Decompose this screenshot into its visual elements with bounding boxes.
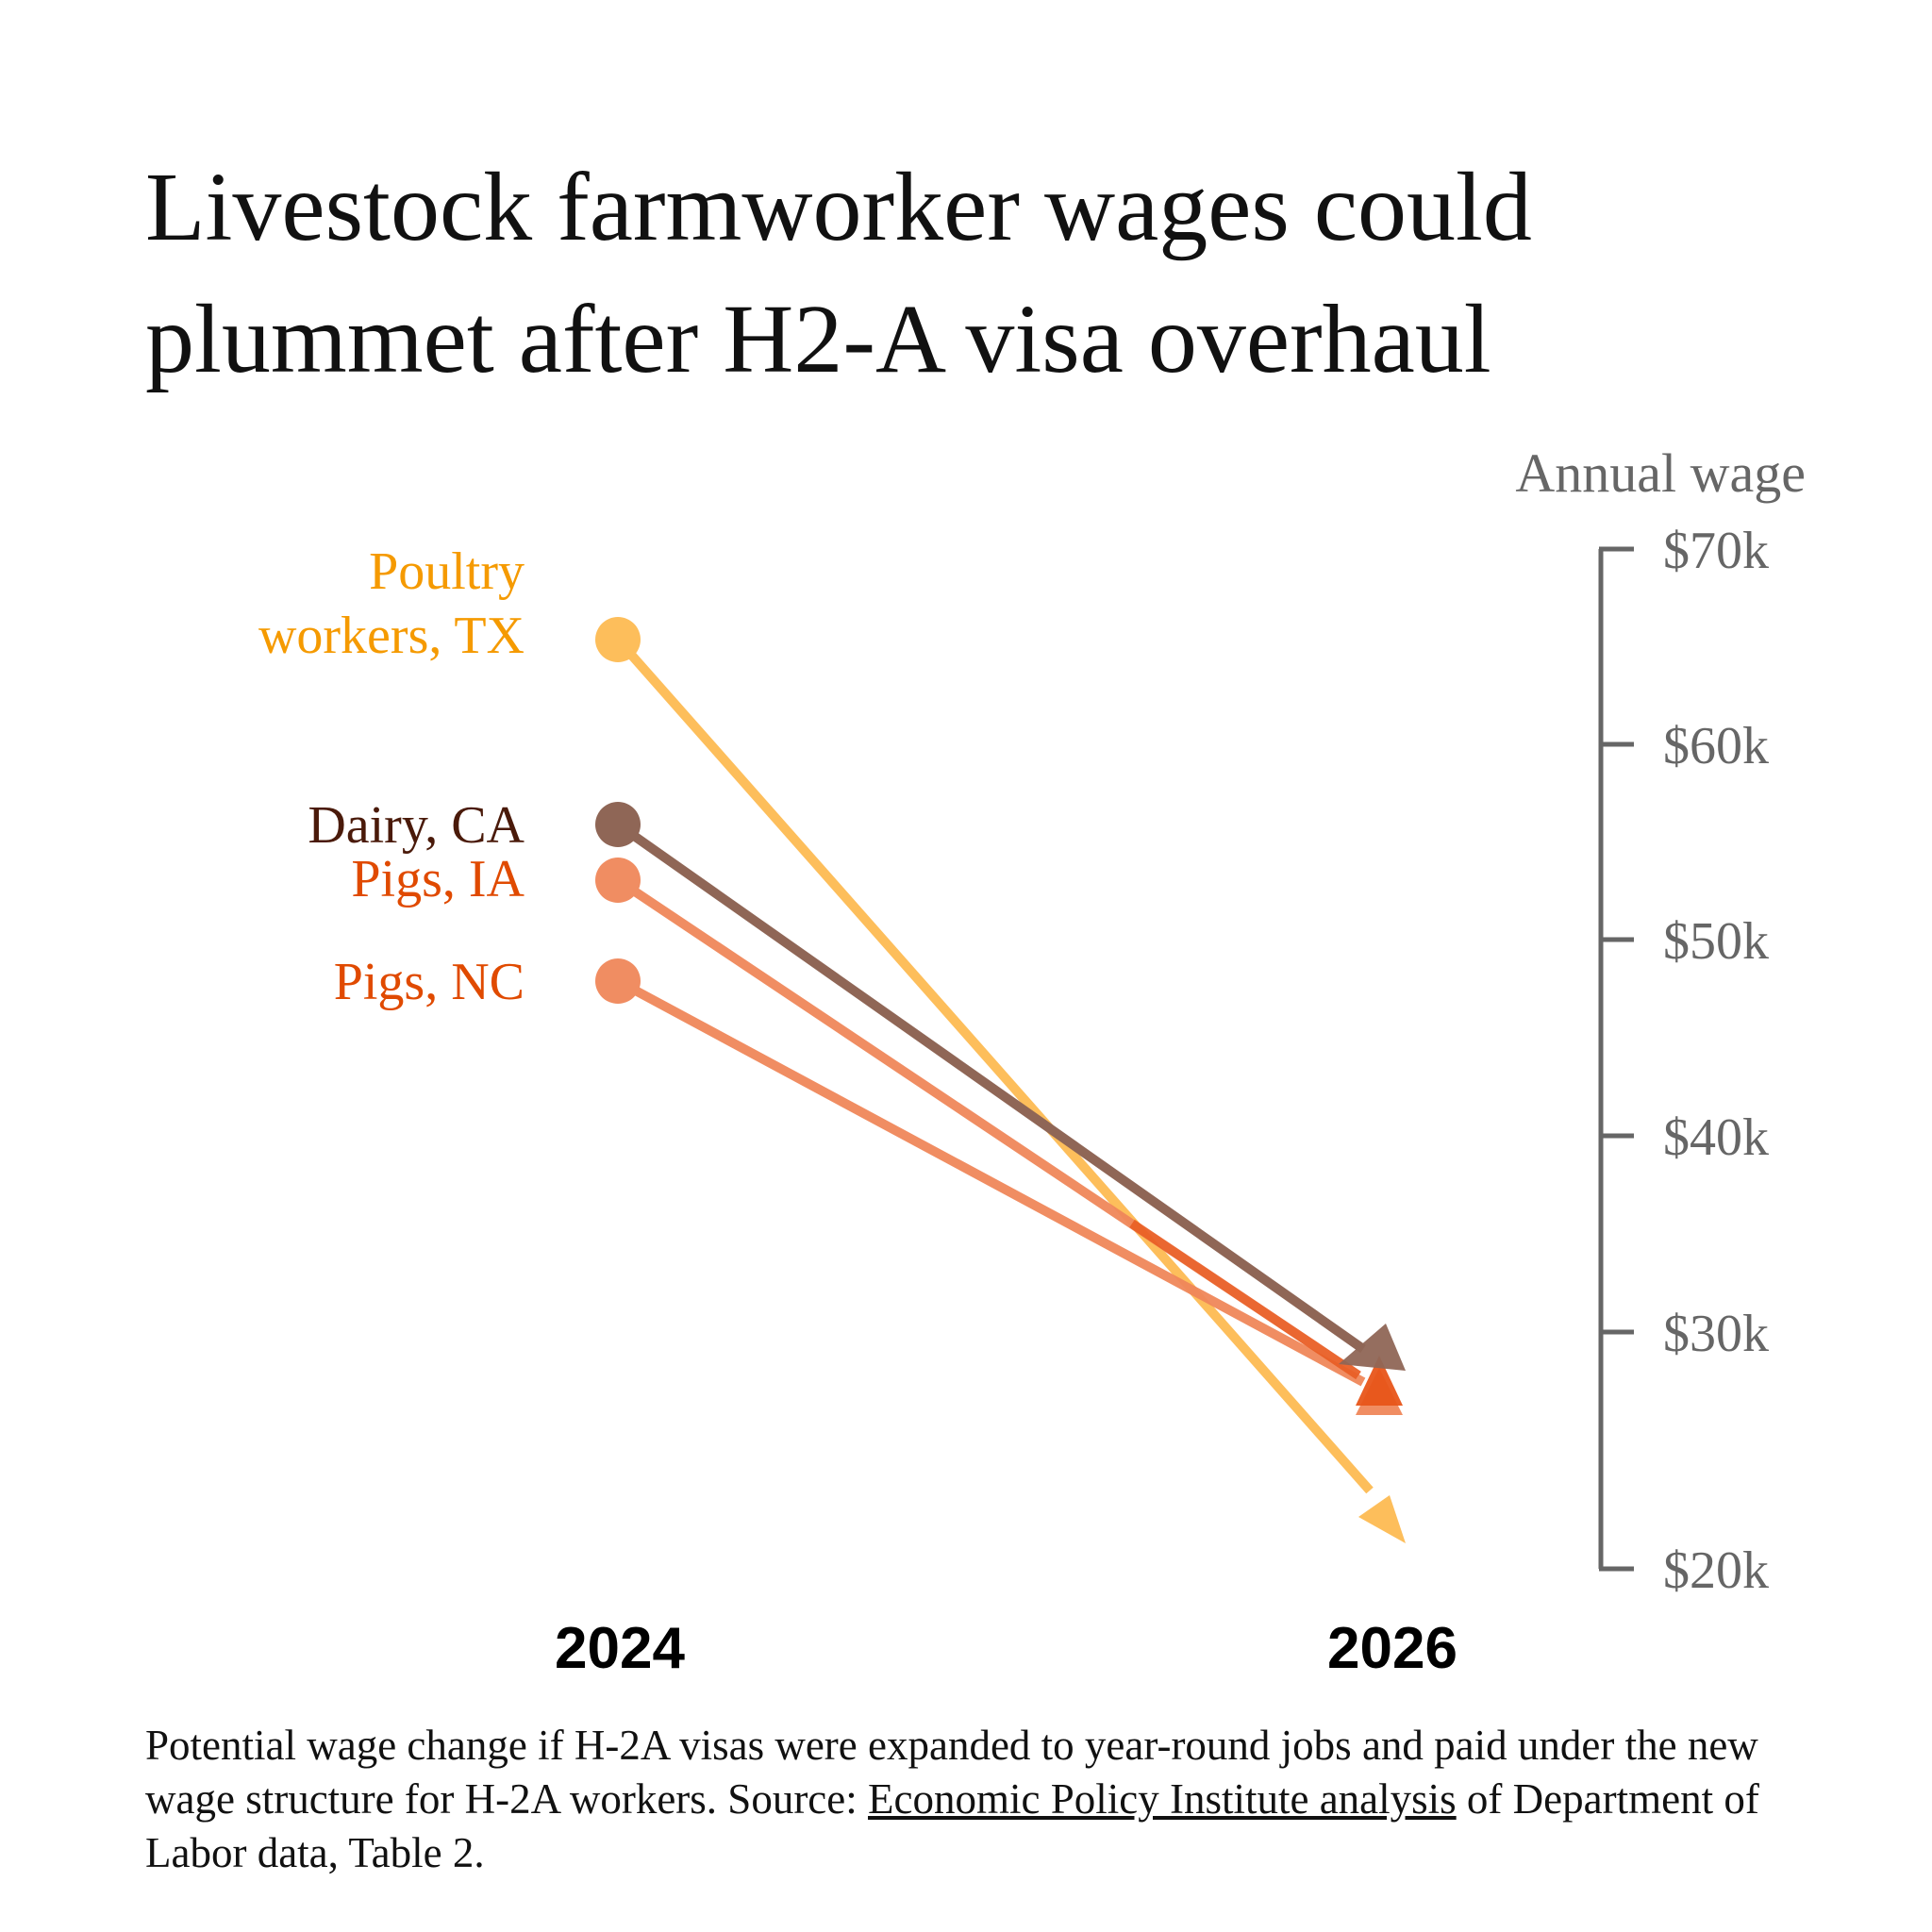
- y-tick-labels: $70k $60k $50k $40k $30k $20k: [1663, 522, 1769, 1600]
- pigs-ia-line-overlap: [1129, 1219, 1361, 1380]
- dairy-2024-point: [595, 802, 641, 847]
- pigs-nc-line: [615, 976, 1366, 1387]
- y-tick-label: $30k: [1663, 1305, 1769, 1363]
- poultry-2024-point: [595, 617, 641, 662]
- label-pigs-nc: Pigs, NC: [334, 953, 525, 1011]
- y-tick-label: $60k: [1663, 717, 1769, 775]
- dairy-arrowhead-icon: [1339, 1324, 1406, 1371]
- y-tick-label: $40k: [1663, 1108, 1769, 1167]
- series-labels: Poultry workers, TX Dairy, CA Pigs, IA P…: [258, 542, 525, 1011]
- pigs-ia-arrowhead-icon: [1356, 1356, 1403, 1406]
- y-axis: [1598, 546, 1634, 1572]
- x-label-2026: 2026: [1327, 1616, 1457, 1681]
- chart-title-line-2: plummet after H2-A visa overhaul: [145, 285, 1491, 393]
- dairy-line: [615, 820, 1366, 1354]
- poultry-arrowhead-icon: [1358, 1495, 1406, 1543]
- series-poultry-tx: [595, 617, 1406, 1543]
- series-pigs-ia: [595, 858, 1403, 1406]
- pigs-ia-2024-point: [595, 858, 641, 903]
- x-label-2024: 2024: [555, 1616, 685, 1681]
- pigs-nc-2024-point: [595, 958, 641, 1004]
- chart-title-line-1: Livestock farmworker wages could: [145, 153, 1532, 261]
- y-tick-label: $20k: [1663, 1541, 1769, 1600]
- y-axis-title: Annual wage: [1515, 442, 1806, 504]
- label-poultry-line-1: Poultry: [369, 542, 525, 601]
- label-pigs-ia: Pigs, IA: [351, 850, 525, 908]
- footnote-text: Potential wage change if H-2A visas were…: [145, 1722, 1758, 1823]
- y-tick-label: $50k: [1663, 912, 1769, 971]
- chart-footnote: Potential wage change if H-2A visas were…: [145, 1719, 1824, 1880]
- label-poultry-line-2: workers, TX: [258, 607, 525, 665]
- source-link[interactable]: Economic Policy Institute analysis: [868, 1775, 1457, 1823]
- series-pigs-nc: [595, 958, 1403, 1415]
- series-dairy-ca: [595, 802, 1406, 1371]
- poultry-line: [614, 636, 1374, 1494]
- footnote-text-end: of Department of Labor data, Table 2.: [145, 1775, 1759, 1876]
- y-tick-label: $70k: [1663, 522, 1769, 580]
- chart-title: Livestock farmworker wages could plummet…: [145, 142, 1843, 406]
- label-dairy-ca: Dairy, CA: [308, 796, 525, 855]
